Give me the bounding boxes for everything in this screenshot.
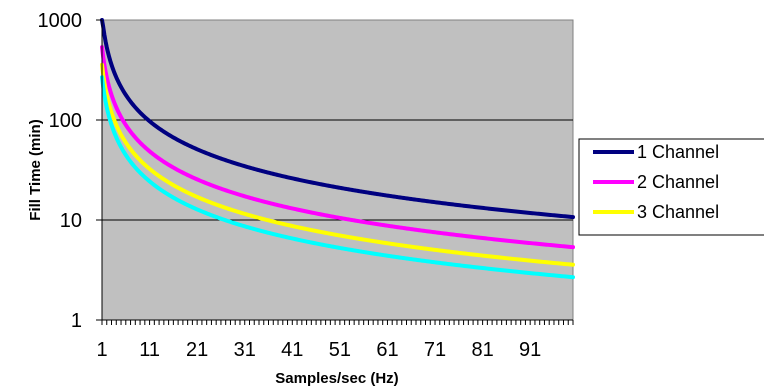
legend-label-3: 3 Channel bbox=[637, 202, 719, 222]
y-tick-label: 1 bbox=[71, 310, 82, 332]
x-tick-label: 91 bbox=[519, 339, 541, 361]
x-tick-label: 41 bbox=[281, 339, 303, 361]
series-line-4 bbox=[100, 75, 575, 280]
y-tick-label: 100 bbox=[49, 110, 82, 132]
x-tick-label: 71 bbox=[424, 339, 446, 361]
axes bbox=[96, 19, 574, 325]
y-tick-labels: 1 10 100 1000 bbox=[38, 10, 83, 332]
x-tick-label: 61 bbox=[376, 339, 398, 361]
x-tick-label: 81 bbox=[471, 339, 493, 361]
series-line-1 bbox=[100, 18, 575, 220]
x-tick-labels: 1 11 21 31 41 51 61 71 81 91 bbox=[96, 339, 541, 361]
x-tick-label: 51 bbox=[329, 339, 351, 361]
series-line-3 bbox=[100, 62, 575, 267]
x-axis-title: Samples/sec (Hz) bbox=[275, 370, 398, 387]
x-tick-label: 31 bbox=[234, 339, 256, 361]
legend-label-2: 2 Channel bbox=[637, 172, 719, 192]
plot-background bbox=[101, 19, 574, 321]
legend-box bbox=[578, 138, 764, 236]
plot-area bbox=[101, 19, 574, 321]
x-tick-label: 1 bbox=[96, 339, 107, 361]
y-tick-label: 10 bbox=[60, 210, 82, 232]
series-line-2 bbox=[100, 45, 575, 250]
legend: 1 Channel 2 Channel 3 Channel bbox=[578, 138, 764, 236]
x-tick-label: 11 bbox=[139, 339, 160, 361]
gridlines bbox=[102, 119, 573, 221]
y-tick-label: 1000 bbox=[38, 10, 83, 32]
y-axis-title: Fill Time (min) bbox=[27, 119, 44, 220]
x-tick-label: 21 bbox=[186, 339, 208, 361]
series-lines bbox=[100, 18, 575, 280]
legend-label-1: 1 Channel bbox=[637, 142, 719, 162]
